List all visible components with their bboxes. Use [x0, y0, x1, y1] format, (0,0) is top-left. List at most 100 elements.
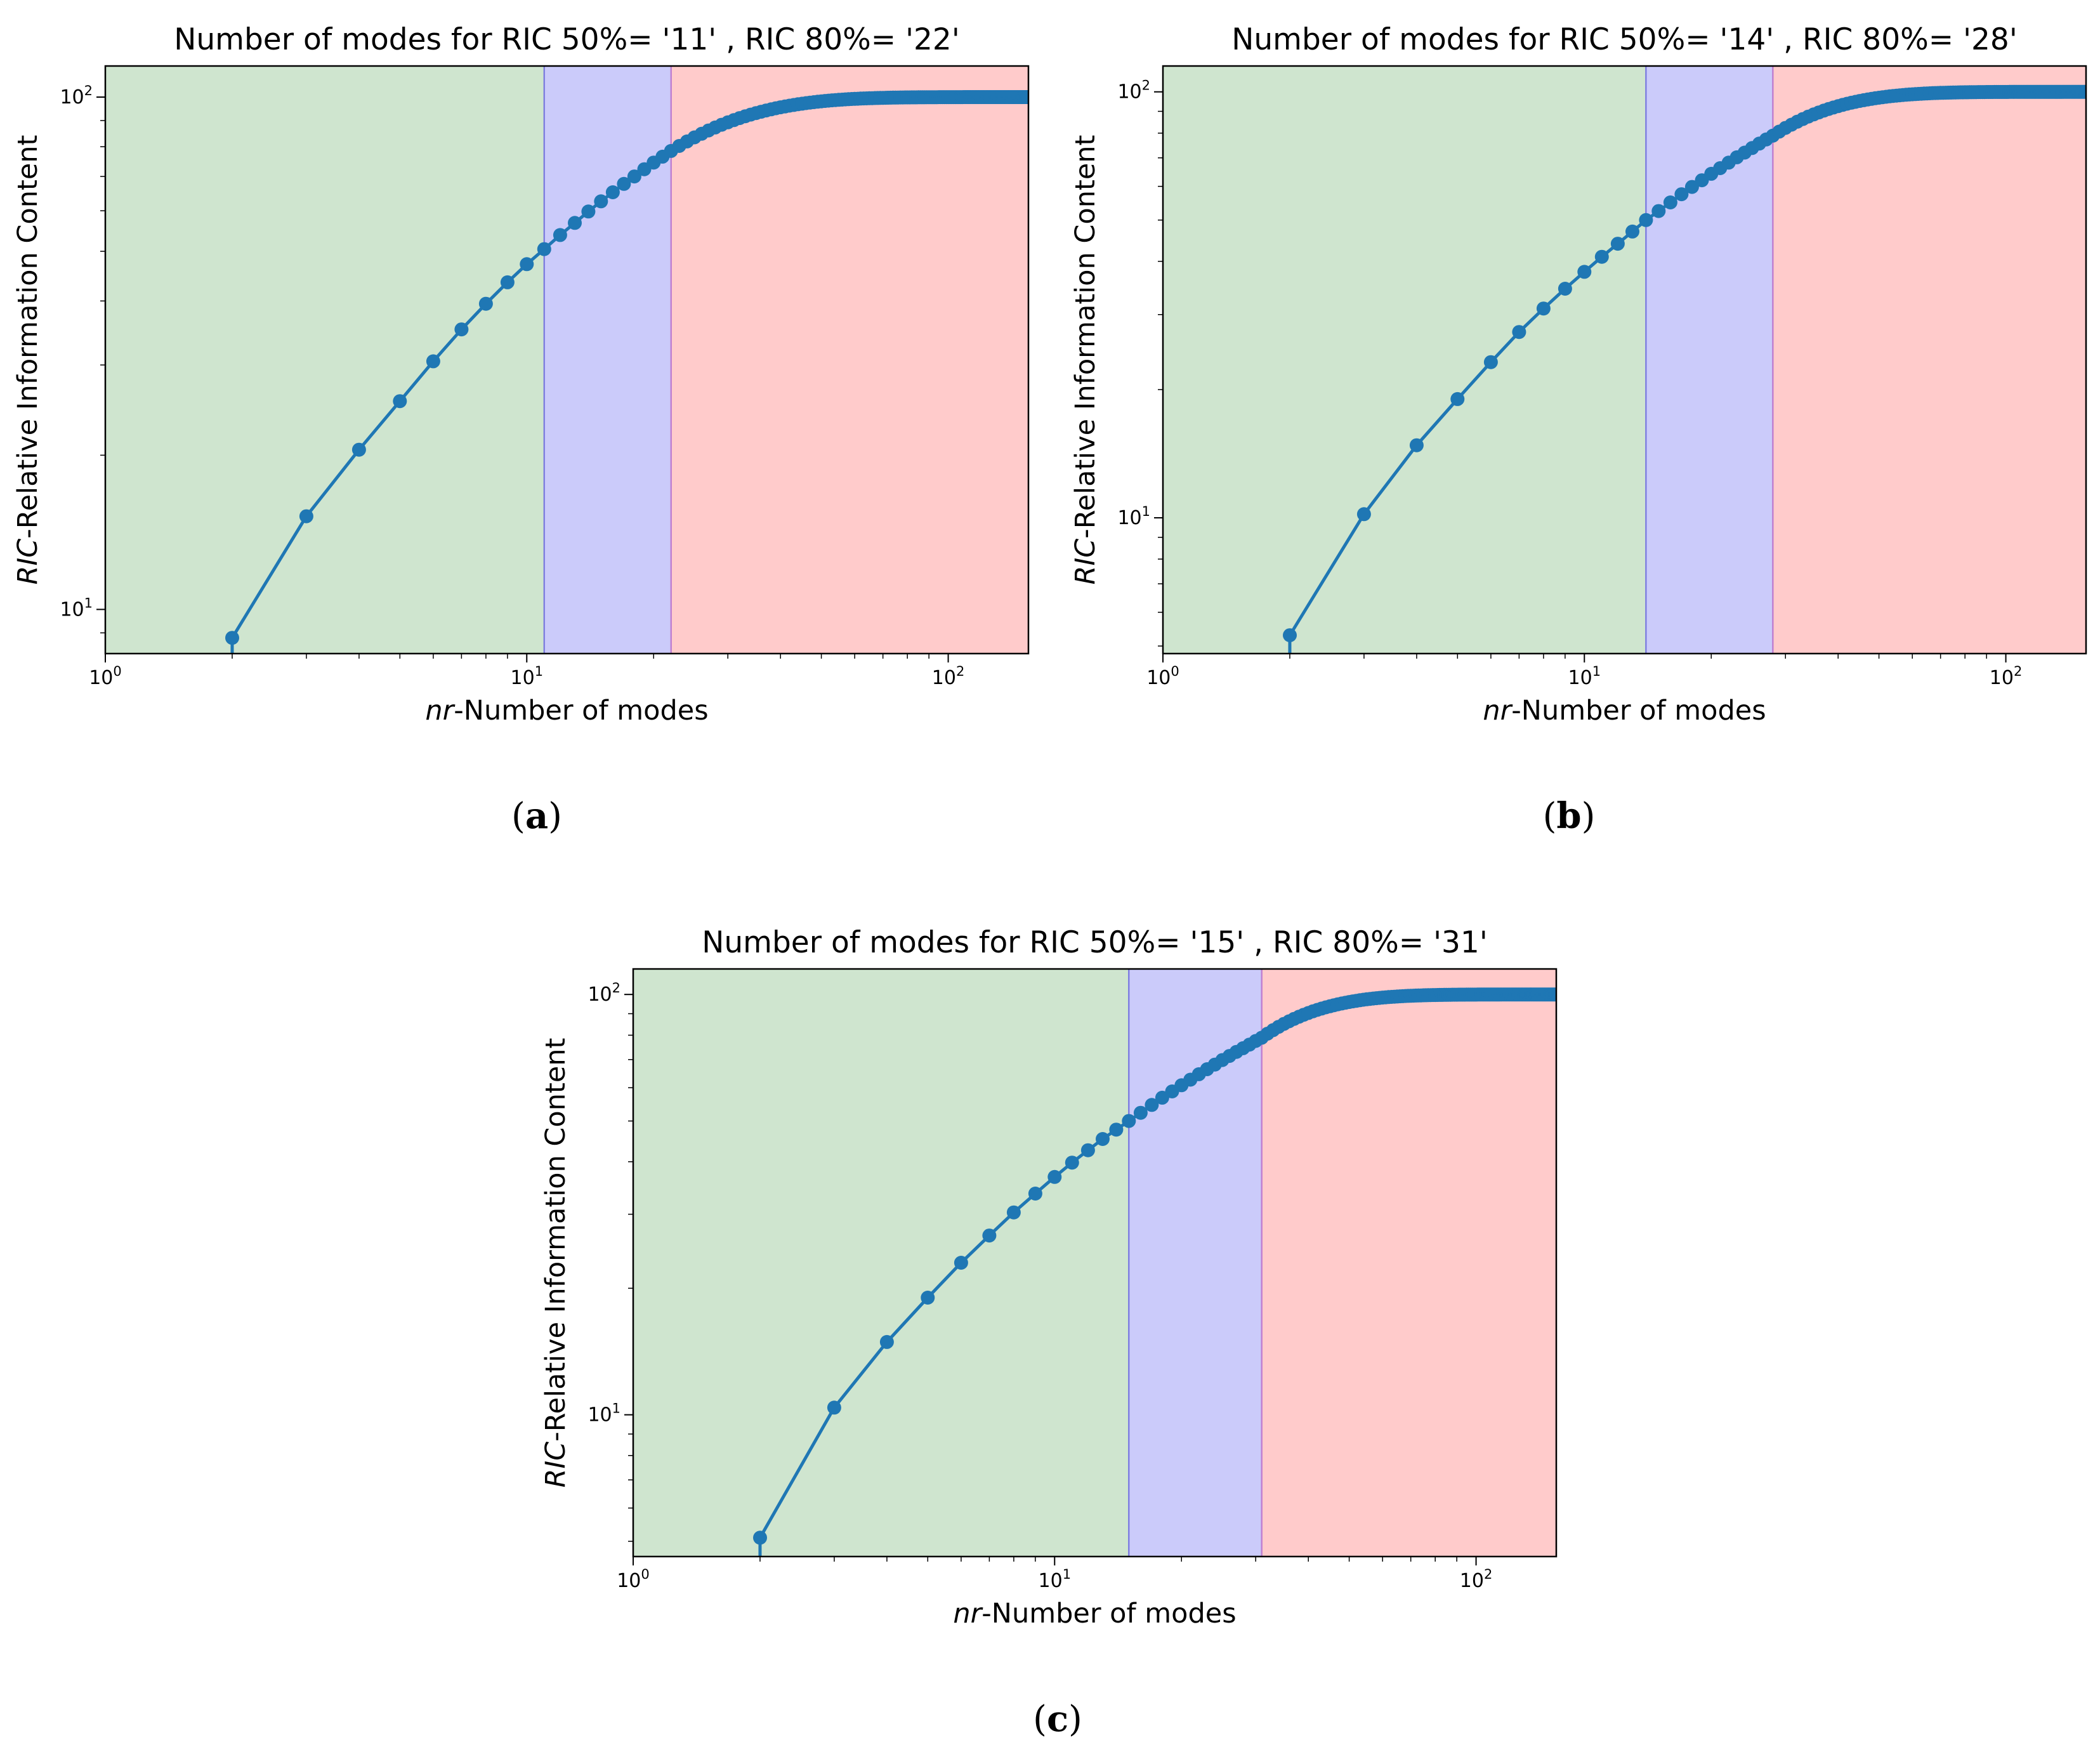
- tick-base: 10: [60, 598, 84, 621]
- data-point: [1065, 1156, 1079, 1170]
- y-tick-label: 101: [1117, 504, 1150, 529]
- axes-frame: [1162, 65, 2087, 655]
- y-tick-label: 102: [1117, 78, 1150, 103]
- x-tick-label: 101: [511, 664, 544, 689]
- region-below-50: [633, 969, 1129, 1557]
- tick-base: 10: [1117, 81, 1141, 103]
- tick-base: 10: [587, 984, 612, 1006]
- y-axis-label-italic: RIC: [1070, 539, 1101, 585]
- x-tick-label: 102: [1990, 664, 2023, 689]
- region-50-to-80: [1646, 66, 1773, 654]
- x-tick-label: 102: [1460, 1567, 1493, 1592]
- tick-exponent: 0: [641, 1567, 649, 1582]
- y-axis-label: RIC-Relative Information Content: [12, 135, 44, 585]
- tick-exponent: 1: [1592, 664, 1601, 679]
- tick-exponent: 2: [1142, 78, 1150, 93]
- tick-base: 10: [1117, 507, 1141, 529]
- data-point: [1450, 392, 1465, 406]
- data-point: [1145, 1098, 1159, 1112]
- data-point: [982, 1228, 997, 1243]
- caption-open-paren: (: [1033, 1699, 1047, 1740]
- region-50-to-80: [1129, 969, 1262, 1557]
- tick-exponent: 0: [113, 664, 121, 679]
- data-point: [1483, 355, 1498, 369]
- tick-exponent: 0: [1171, 664, 1179, 679]
- data-point: [1047, 1169, 1062, 1184]
- data-point: [1133, 1105, 1148, 1120]
- data-point: [1109, 1123, 1124, 1137]
- panel-caption: (c): [1033, 1698, 1082, 1740]
- tick-exponent: 1: [535, 664, 543, 679]
- data-point: [553, 228, 567, 242]
- data-series: [1283, 84, 2086, 654]
- data-point: [1096, 1132, 1110, 1146]
- caption-close-paren: ): [548, 796, 562, 837]
- x-tick-label: 102: [932, 664, 965, 689]
- caption-letter: b: [1556, 795, 1581, 837]
- tick-exponent: 2: [84, 83, 93, 98]
- tick-base: 10: [511, 667, 535, 689]
- data-point: [1639, 213, 1653, 227]
- data-point: [454, 322, 469, 337]
- data-point: [879, 1334, 894, 1349]
- tick-base: 10: [587, 1404, 612, 1426]
- region-above-80: [1261, 969, 1556, 1557]
- data-point: [225, 631, 239, 645]
- region-below-50: [105, 66, 544, 654]
- x-tick-label: 101: [1568, 664, 1601, 689]
- x-axis-label-rest: -Number of modes: [1511, 695, 1766, 727]
- data-point: [1625, 224, 1639, 239]
- data-point: [1283, 628, 1297, 643]
- tick-base: 10: [1460, 1570, 1484, 1592]
- data-point: [1356, 507, 1371, 522]
- x-axis-label: nr-Number of modes: [1483, 695, 1766, 727]
- x-axis-label-rest: -Number of modes: [981, 1598, 1236, 1630]
- data-point: [753, 1531, 767, 1545]
- caption-close-paren: ): [1068, 1699, 1082, 1740]
- tick-exponent: 2: [2014, 664, 2022, 679]
- x-axis-label: nr-Number of modes: [425, 695, 708, 727]
- y-tick-label: 101: [60, 595, 93, 621]
- caption-open-paren: (: [511, 796, 525, 837]
- tick-base: 10: [1146, 667, 1171, 689]
- tick-base: 10: [617, 1570, 641, 1592]
- caption-letter: c: [1047, 1698, 1068, 1740]
- data-point: [1549, 987, 1556, 1002]
- data-point: [393, 394, 407, 409]
- data-point: [627, 169, 641, 184]
- tick-base: 10: [1039, 1570, 1063, 1592]
- tick-exponent: 1: [612, 1401, 620, 1416]
- data-point: [1021, 90, 1028, 104]
- tick-base: 10: [1990, 667, 2014, 689]
- tick-exponent: 1: [1142, 504, 1150, 519]
- data-series: [225, 90, 1028, 654]
- axes-frame: [632, 968, 1558, 1558]
- axes-frame: [104, 65, 1030, 655]
- region-50-to-80: [544, 66, 671, 654]
- data-point: [1577, 265, 1592, 279]
- y-tick-label: 102: [60, 83, 93, 109]
- chart-title: Number of modes for RIC 50%= '15' , RIC …: [702, 925, 1488, 960]
- data-point: [1558, 282, 1572, 296]
- data-point: [617, 176, 631, 191]
- data-point: [921, 1291, 935, 1305]
- data-point: [1512, 325, 1526, 339]
- data-series: [753, 987, 1556, 1557]
- x-axis-label-rest: -Number of modes: [454, 695, 708, 727]
- caption-close-paren: ): [1582, 796, 1596, 837]
- tick-base: 10: [932, 667, 956, 689]
- data-point: [537, 242, 551, 256]
- data-point: [568, 216, 582, 230]
- panel-caption: (b): [1543, 795, 1596, 837]
- data-point: [1663, 195, 1677, 209]
- y-axis-label-rest: -Relative Information Content: [540, 1038, 572, 1442]
- y-tick-label: 101: [587, 1401, 620, 1426]
- data-point: [605, 185, 620, 199]
- x-axis-label-italic: nr: [425, 695, 455, 727]
- data-point: [1536, 301, 1551, 316]
- x-tick-label: 100: [1146, 664, 1179, 689]
